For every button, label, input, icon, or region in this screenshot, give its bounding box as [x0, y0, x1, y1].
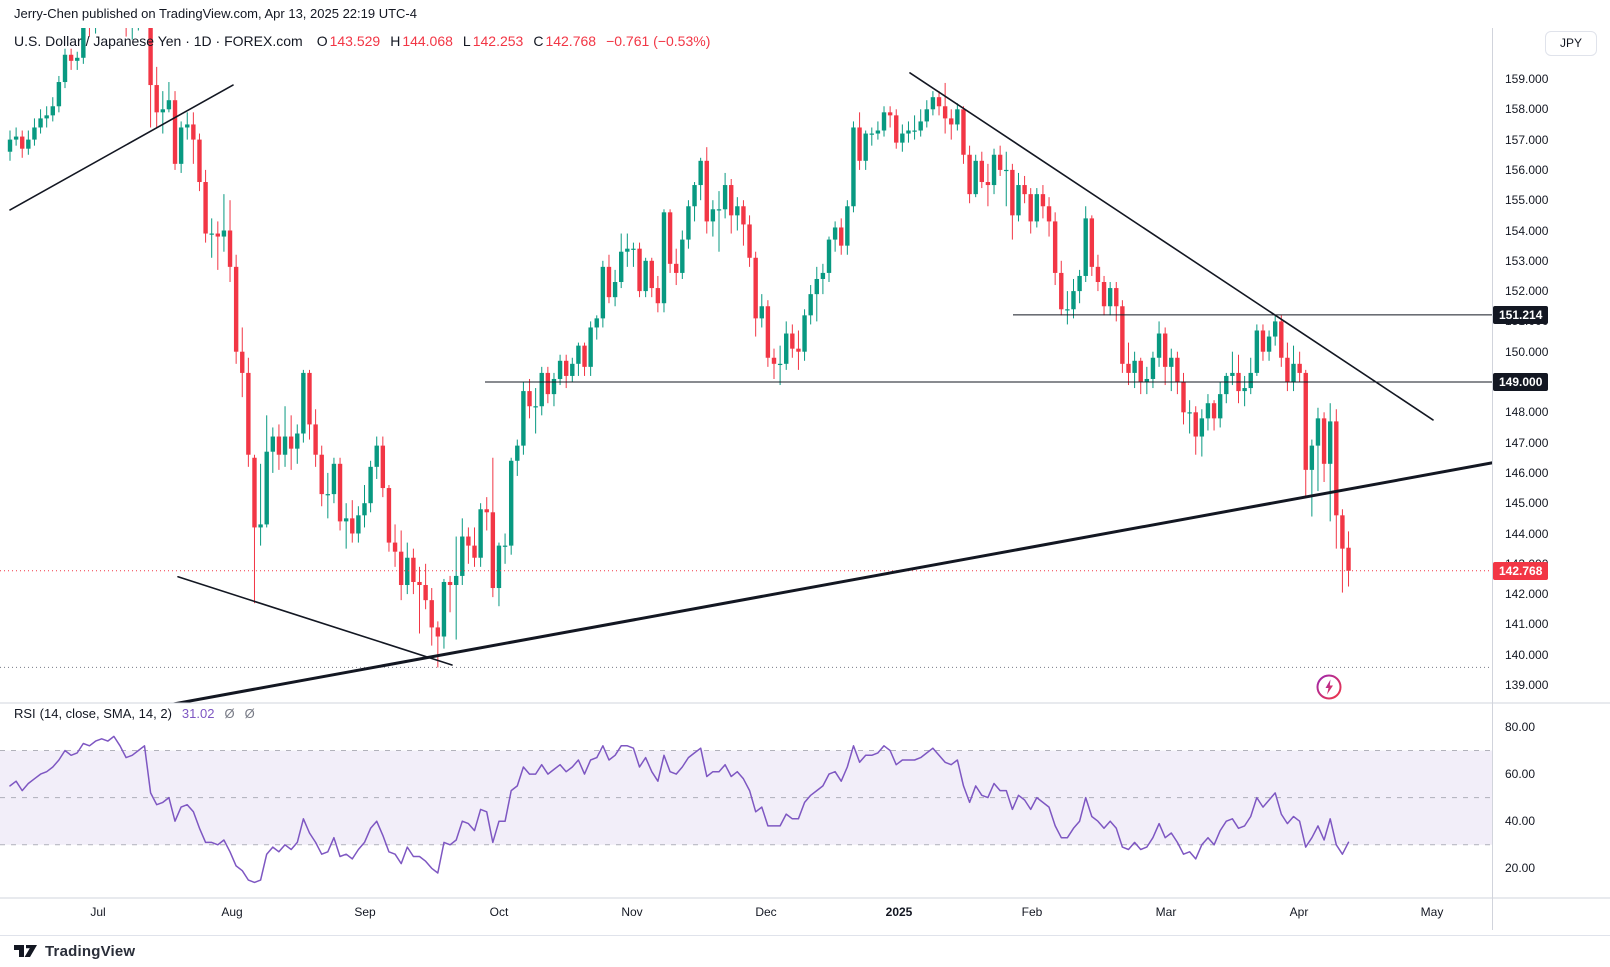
price-tick-label: 144.000	[1505, 526, 1549, 541]
rsi-title: RSI	[14, 706, 36, 721]
price-tick-label: 156.000	[1505, 162, 1549, 177]
rsi-tick-label: 40.00	[1505, 814, 1536, 829]
time-axis-label: Mar	[1155, 905, 1177, 919]
price-tick-label: 146.000	[1505, 465, 1549, 480]
price-tick-label: 158.000	[1505, 102, 1549, 117]
price-level-badge: 149.000	[1493, 373, 1549, 391]
tradingview-brand-text: TradingView	[45, 943, 136, 960]
rsi-line	[9, 735, 1350, 884]
price-tick-label: 159.000	[1505, 72, 1549, 86]
rsi-hidden-plot-1: Ø	[224, 706, 235, 721]
time-axis-label: Nov	[621, 905, 643, 919]
pane-separators[interactable]	[0, 28, 1610, 930]
lightning-icon	[1316, 674, 1342, 700]
price-tick-label: 155.000	[1505, 193, 1549, 208]
time-axis-label: 2025	[885, 905, 913, 919]
price-levels[interactable]	[0, 314, 1492, 668]
time-axis-label: Aug	[221, 905, 243, 919]
time-axis-label: May	[1420, 905, 1444, 919]
price-tick-label: 140.000	[1505, 647, 1549, 662]
rsi-tick-label: 60.00	[1505, 767, 1536, 782]
price-level-badge: 151.214	[1493, 305, 1549, 324]
lightning-button[interactable]	[1315, 673, 1343, 701]
high-label: H	[390, 33, 401, 49]
price-tick-label: 147.000	[1505, 435, 1549, 450]
currency-toggle-button[interactable]: JPY	[1545, 31, 1597, 56]
published-bar: Jerry-Chen published on TradingView.com,…	[0, 0, 1610, 28]
price-level-badge: 142.768	[1493, 561, 1549, 580]
time-axis-label: Oct	[489, 905, 509, 919]
rsi-tick-label: 80.00	[1505, 720, 1536, 734]
time-axis-label: Dec	[755, 905, 777, 919]
close-value: 142.768	[545, 33, 597, 49]
tradingview-brand[interactable]: TradingView	[13, 941, 135, 962]
tradingview-logo-icon	[14, 945, 37, 957]
published-text: Jerry-Chen published on TradingView.com,…	[14, 6, 417, 21]
price-tick-label: 157.000	[1505, 132, 1549, 147]
open-label: O	[316, 33, 328, 49]
time-axis-label: Sep	[354, 905, 376, 919]
price-tick-label: 141.000	[1505, 617, 1549, 632]
rsi-indicator-label: RSI (14, close, SMA, 14, 2) 31.02 Ø Ø	[14, 706, 255, 721]
trendlines[interactable]	[9, 72, 1492, 706]
symbol-header: U.S. Dollar / Japanese Yen · 1D · FOREX.…	[14, 33, 710, 49]
rsi-params: (14, close, SMA, 14, 2)	[39, 706, 172, 721]
rsi-tick-label: 20.00	[1505, 861, 1536, 876]
change-value: −0.761 (−0.53%)	[606, 33, 711, 49]
price-tick-label: 148.000	[1505, 405, 1549, 420]
time-axis-label: Jul	[90, 905, 106, 919]
price-tick-label: 153.000	[1505, 253, 1549, 268]
time-axis-label: Feb	[1021, 905, 1043, 919]
close-label: C	[533, 33, 544, 49]
rsi-hidden-plot-2: Ø	[244, 706, 255, 721]
low-label: L	[462, 33, 471, 49]
rsi-value: 31.02	[181, 706, 215, 721]
high-value: 144.068	[402, 33, 453, 49]
footer: TradingView	[0, 935, 1610, 967]
time-axis-label: Apr	[1289, 905, 1309, 919]
price-tick-label: 142.000	[1505, 587, 1549, 602]
price-tick-label: 139.000	[1505, 678, 1549, 692]
candlestick-series	[7, 28, 1351, 668]
symbol-title: U.S. Dollar / Japanese Yen · 1D · FOREX.…	[14, 33, 303, 49]
price-tick-label: 150.000	[1505, 344, 1549, 359]
price-tick-label: 154.000	[1505, 223, 1549, 238]
rsi-band	[0, 750, 1492, 846]
price-tick-label: 152.000	[1505, 284, 1549, 299]
price-tick-label: 145.000	[1505, 496, 1549, 511]
open-value: 143.529	[329, 33, 381, 49]
low-value: 142.253	[472, 33, 524, 49]
